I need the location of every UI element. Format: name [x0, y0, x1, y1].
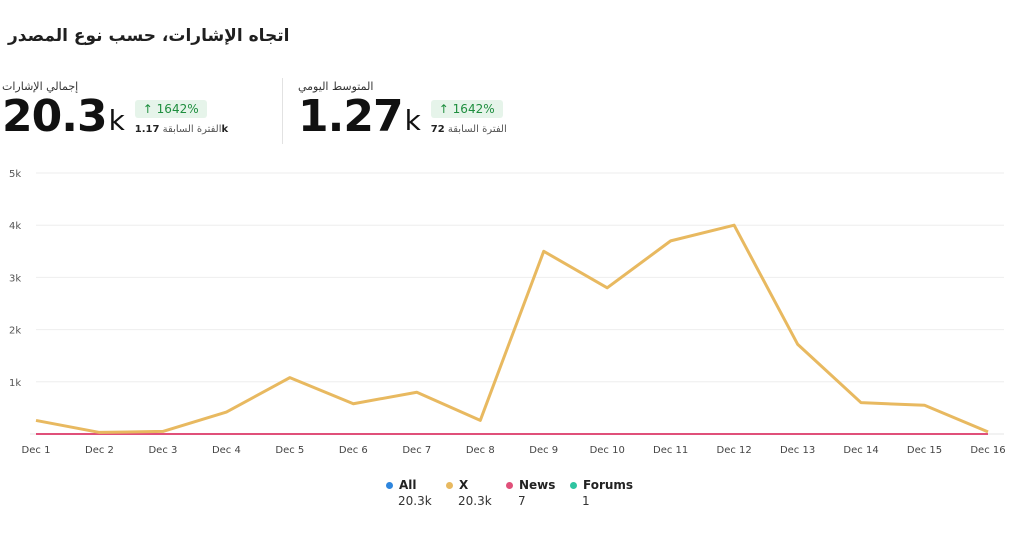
- x-tick-label: Dec 10: [590, 445, 625, 456]
- y-tick-label: 4k: [9, 221, 21, 232]
- legend-item-news[interactable]: News 7: [506, 478, 555, 508]
- x-tick-label: Dec 15: [907, 445, 942, 456]
- previous-label: الفترة السابقة: [162, 124, 222, 135]
- x-tick-label: Dec 4: [212, 445, 241, 456]
- legend-dot-icon: [570, 481, 577, 489]
- x-tick-label: Dec 13: [780, 445, 815, 456]
- kpi-value: 20.3: [2, 91, 108, 142]
- change-value: 1642%: [452, 102, 495, 116]
- legend-value: 20.3k: [398, 494, 432, 508]
- change-value: 1642%: [156, 102, 199, 116]
- legend-dot-icon: [386, 481, 393, 489]
- arrow-up-icon: ↑: [438, 102, 449, 116]
- kpi-total-mentions: إجمالي الإشارات 20.3 k ↑ 1642% 1.17 الفت…: [2, 80, 228, 139]
- legend-item-all[interactable]: All 20.3k: [386, 478, 432, 508]
- arrow-up-icon: ↑: [142, 102, 153, 116]
- y-tick-label: 5k: [9, 169, 21, 180]
- legend-value: 7: [518, 494, 526, 508]
- legend-value: 1: [582, 494, 590, 508]
- kpi-value: 1.27: [298, 91, 404, 142]
- legend-name: Forums: [583, 478, 634, 492]
- legend-dot-icon: [446, 481, 453, 489]
- legend-item-x[interactable]: X 20.3k: [446, 478, 492, 508]
- legend-item-forums[interactable]: Forums 1: [570, 478, 633, 508]
- y-tick-label: 3k: [9, 273, 21, 284]
- kpi-divider: [282, 78, 283, 144]
- kpi-label: إجمالي الإشارات: [2, 80, 79, 93]
- previous-period: 72 الفترة السابقة: [431, 124, 507, 135]
- x-tick-label: Dec 8: [466, 445, 495, 456]
- x-tick-label: Dec 9: [529, 445, 558, 456]
- kpi-unit: k: [404, 104, 421, 137]
- legend-name: X: [459, 478, 469, 492]
- x-tick-label: Dec 6: [339, 445, 368, 456]
- x-tick-label: Dec 16: [970, 445, 1005, 456]
- y-tick-label: 2k: [9, 326, 21, 337]
- x-tick-label: Dec 12: [717, 445, 752, 456]
- previous-unit: k: [221, 124, 229, 135]
- x-tick-label: Dec 2: [85, 445, 114, 456]
- line-chart: 1k 2k 3k 4k 5k Dec 1 Dec 2 Dec 3 Dec 4 Dec 5 Dec 6…: [9, 169, 1006, 456]
- kpi-label: المتوسط اليومي: [298, 80, 374, 93]
- series-line-x: [35, 223, 989, 434]
- x-tick-label: Dec 3: [148, 445, 177, 456]
- previous-label: الفترة السابقة: [447, 124, 507, 135]
- change-badge: ↑ 1642%: [134, 100, 207, 118]
- legend-value: 20.3k: [458, 494, 492, 508]
- kpi-daily-average: المتوسط اليومي 1.27 k ↑ 1642% 72 الفترة …: [298, 80, 507, 139]
- previous-period: 1.17 الفترة السابقةk: [135, 124, 228, 135]
- y-tick-label: 1k: [9, 378, 21, 389]
- previous-value: 72: [430, 124, 445, 135]
- legend-name: All: [399, 478, 417, 492]
- x-tick-label: Dec 1: [22, 445, 51, 456]
- x-tick-label: Dec 14: [843, 445, 878, 456]
- chart-title: اتجاه الإشارات، حسب نوع المصدر: [8, 26, 290, 46]
- legend-dot-icon: [506, 481, 513, 489]
- x-tick-label: Dec 5: [275, 445, 304, 456]
- chart-legend: All 20.3k X 20.3k News 7 Forums 1: [0, 478, 1014, 518]
- legend-name: News: [519, 478, 556, 492]
- x-tick-label: Dec 7: [402, 445, 431, 456]
- kpi-unit: k: [108, 104, 125, 137]
- x-tick-label: Dec 11: [653, 445, 688, 456]
- previous-value: 1.17: [134, 124, 160, 135]
- change-badge: ↑ 1642%: [430, 100, 503, 118]
